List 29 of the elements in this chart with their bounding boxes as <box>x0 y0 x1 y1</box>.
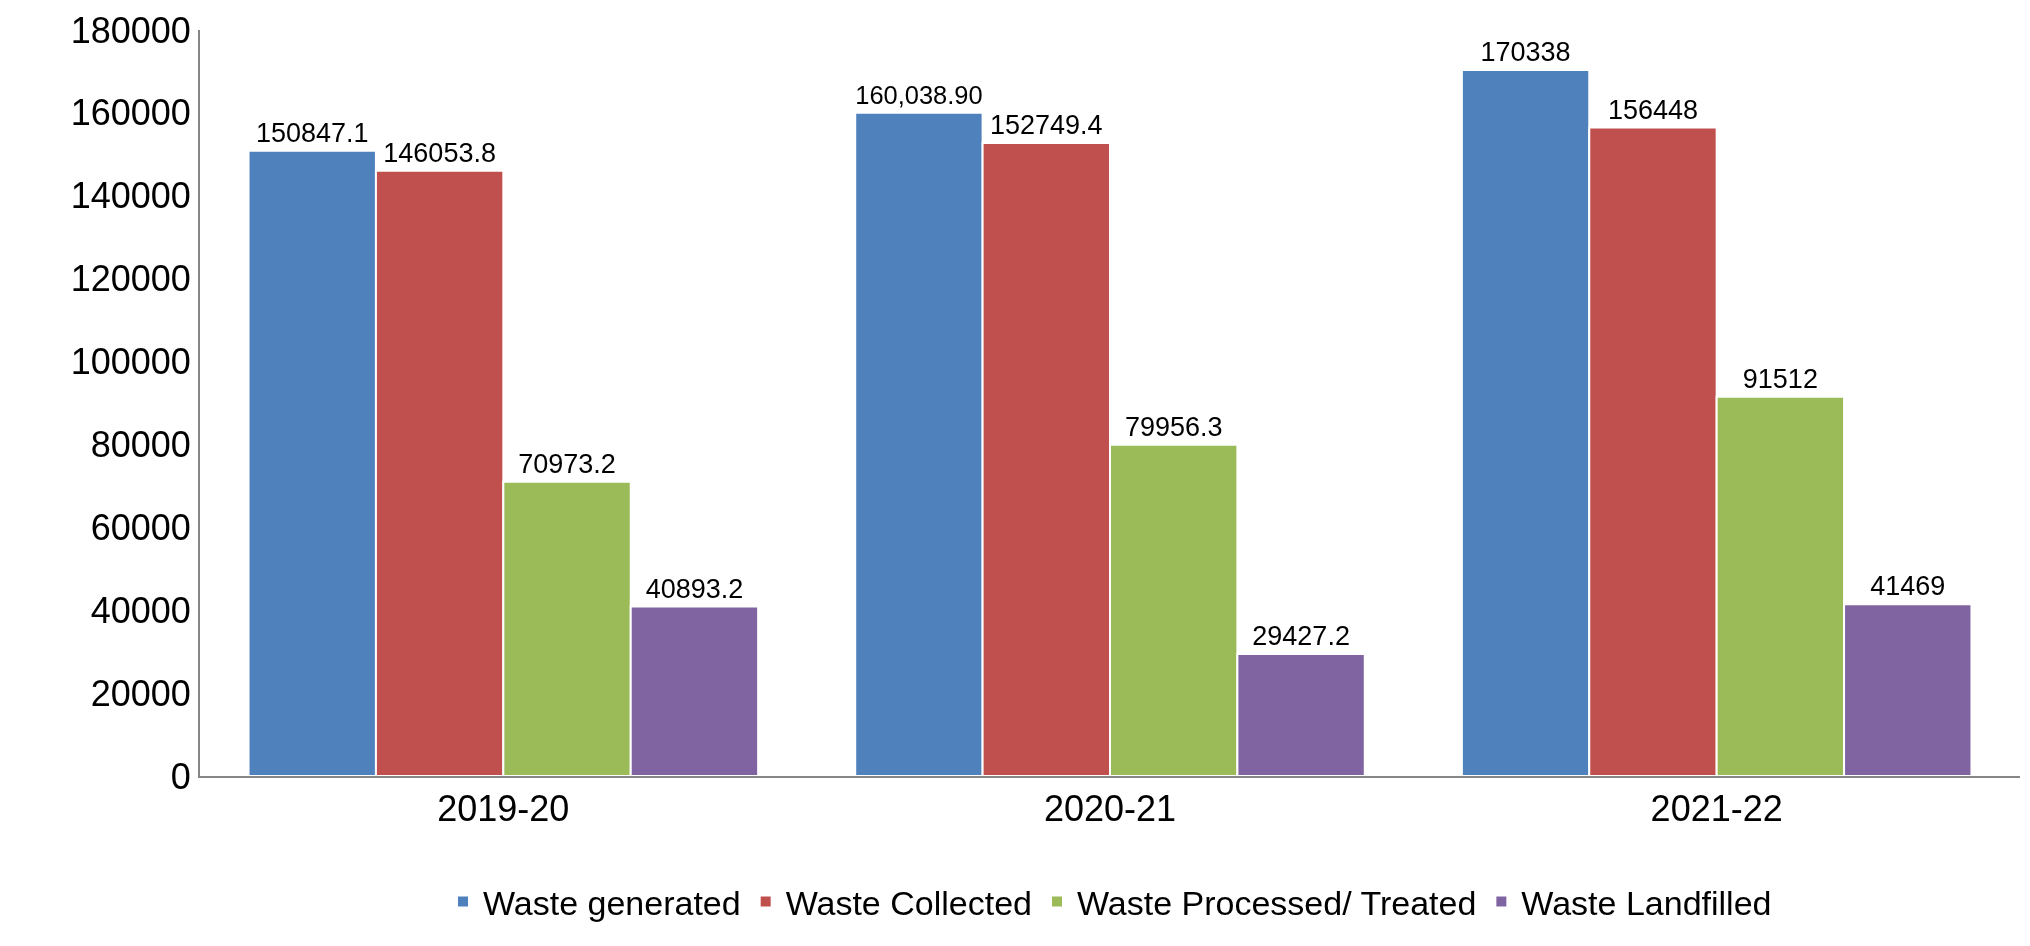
data-label: 91512 <box>1742 363 1818 394</box>
y-tick-label: 180000 <box>70 9 191 51</box>
data-label: 40893.2 <box>645 573 744 604</box>
y-tick-label: 160000 <box>70 92 191 134</box>
y-tick-label: 20000 <box>90 672 191 714</box>
x-tick-label: 2021-22 <box>1650 788 1783 830</box>
data-label: 41469 <box>1870 571 1946 602</box>
x-tick-label: 2019-20 <box>437 788 570 830</box>
y-tick-label: 0 <box>170 755 191 797</box>
legend-label: Waste Processed/ Treated <box>1076 883 1477 922</box>
y-tick-label: 60000 <box>90 506 191 548</box>
data-label: 150847.1 <box>255 117 369 148</box>
y-tick-label: 120000 <box>70 258 191 300</box>
y-tick-label: 140000 <box>70 175 191 217</box>
legend-label: Waste Landfilled <box>1521 883 1772 922</box>
data-label: 29427.2 <box>1252 621 1350 652</box>
data-label: 156448 <box>1607 94 1699 125</box>
data-label: 79956.3 <box>1124 411 1223 442</box>
data-label: 152749.4 <box>989 109 1103 140</box>
data-label: 160,038.90 <box>855 81 983 110</box>
y-tick-label: 40000 <box>90 589 191 631</box>
data-label: 170338 <box>1480 37 1571 68</box>
x-tick-label: 2020-21 <box>1043 788 1177 830</box>
legend-label: Waste generated <box>483 883 741 922</box>
legend-label: Waste Collected <box>785 883 1032 922</box>
data-label: 146053.8 <box>383 137 496 168</box>
y-tick-label: 80000 <box>90 424 191 466</box>
data-label: 70973.2 <box>518 448 616 479</box>
y-tick-label: 100000 <box>70 341 191 383</box>
